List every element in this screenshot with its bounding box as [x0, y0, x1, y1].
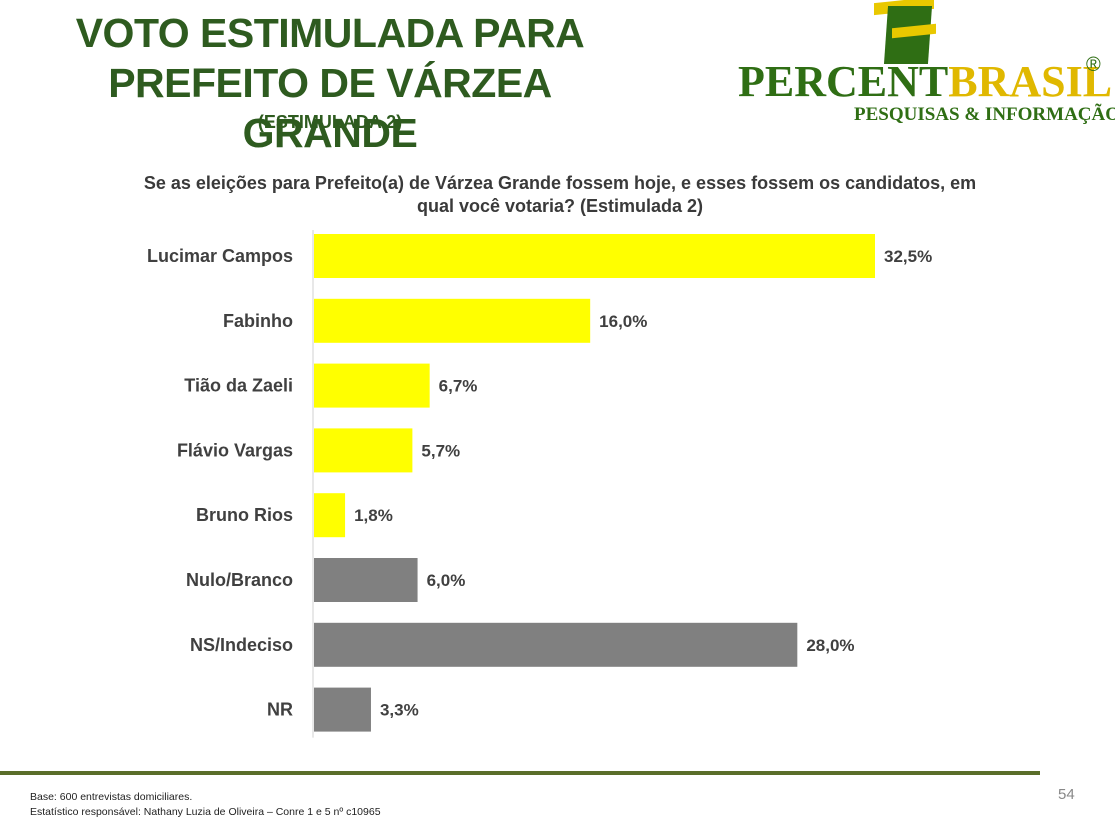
category-label-4: Bruno Rios [196, 505, 293, 525]
footnotes: Base: 600 entrevistas domiciliares. Esta… [30, 790, 381, 820]
page-title: VOTO ESTIMULADA PARA PREFEITO DE VÁRZEA … [20, 8, 640, 158]
data-label-5: 6,0% [427, 571, 466, 590]
category-label-2: Tião da Zaeli [184, 376, 293, 396]
survey-question: Se as eleições para Prefeito(a) de Várze… [120, 172, 1000, 218]
category-label-0: Lucimar Campos [147, 246, 293, 266]
page-subtitle: (ESTIMULADA 2) [257, 112, 403, 132]
title-line-2: PREFEITO DE VÁRZEA GRANDE [108, 60, 552, 156]
category-label-7: NR [267, 700, 293, 720]
logo-registered-mark: ® [1086, 54, 1101, 76]
question-line-2: qual você votaria? (Estimulada 2) [416, 196, 704, 216]
data-label-0: 32,5% [884, 247, 932, 266]
logo-word-brasil: BRASIL [948, 57, 1113, 106]
data-label-2: 6,7% [439, 377, 478, 396]
bar-2 [314, 363, 430, 408]
footer-divider [0, 771, 1040, 775]
category-label-3: Flávio Vargas [177, 440, 293, 460]
logo-wordmark: PERCENTBRASIL [738, 56, 1112, 107]
category-label-6: NS/Indeciso [190, 635, 293, 655]
footnote-base: Base: 600 entrevistas domiciliares. [30, 791, 193, 803]
percentbrasil-logo: PERCENTBRASIL ® PESQUISAS & INFORMAÇÃO [738, 0, 1115, 130]
logo-word-percent: PERCENT [738, 57, 949, 106]
question-line-1: Se as eleições para Prefeito(a) de Várze… [143, 173, 977, 193]
category-label-5: Nulo/Branco [186, 570, 293, 590]
title-line-1: VOTO ESTIMULADA PARA [75, 10, 585, 56]
bar-1 [314, 298, 591, 343]
data-label-4: 1,8% [354, 506, 393, 525]
data-label-1: 16,0% [599, 312, 647, 331]
bar-6 [314, 622, 798, 667]
bar-4 [314, 493, 346, 538]
bar-5 [314, 558, 418, 602]
data-label-7: 3,3% [380, 701, 419, 720]
page-number: 54 [1058, 786, 1075, 803]
bar-3 [314, 428, 413, 473]
category-label-1: Fabinho [223, 311, 293, 331]
bar-0 [314, 234, 875, 278]
footnote-statistician: Estatístico responsável: Nathany Luzia d… [30, 806, 381, 818]
data-label-6: 28,0% [806, 636, 854, 655]
bar-7 [314, 687, 371, 732]
data-label-3: 5,7% [421, 441, 460, 460]
logo-tagline: PESQUISAS & INFORMAÇÃO [854, 104, 1115, 125]
